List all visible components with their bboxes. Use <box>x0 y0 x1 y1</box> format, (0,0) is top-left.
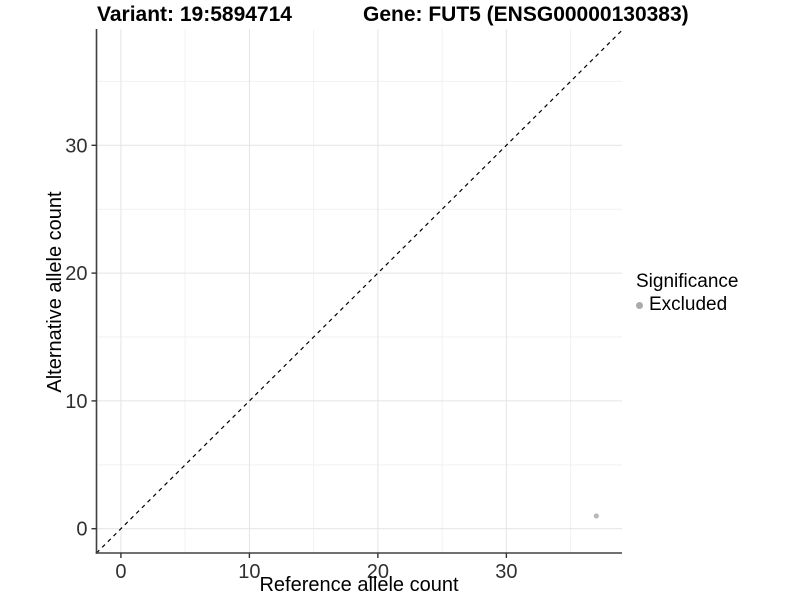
y-tick-label: 20 <box>65 263 87 285</box>
legend-item-excluded: Excluded <box>636 294 738 316</box>
y-tick-label: 0 <box>76 519 87 541</box>
variant-title: Variant: 19:5894714 <box>97 3 292 26</box>
legend-title: Significance <box>636 271 739 292</box>
x-tick-label: 10 <box>238 561 260 583</box>
x-axis-title: Reference allele count <box>259 574 459 596</box>
y-tick-label: 10 <box>65 391 87 413</box>
gene-title: Gene: FUT5 (ENSG00000130383) <box>363 3 689 26</box>
legend-point-icon <box>636 301 643 309</box>
x-tick-label: 0 <box>115 561 126 583</box>
x-tick-label: 30 <box>495 561 517 583</box>
x-tick-label: 20 <box>367 561 389 583</box>
identity-dashed-line <box>96 29 623 554</box>
y-axis-title: Alternative allele count <box>44 191 66 393</box>
data-point <box>593 513 599 519</box>
y-tick-label: 30 <box>65 135 87 157</box>
legend: Significance Excluded <box>636 271 738 316</box>
legend-item-label: Excluded <box>649 294 728 315</box>
